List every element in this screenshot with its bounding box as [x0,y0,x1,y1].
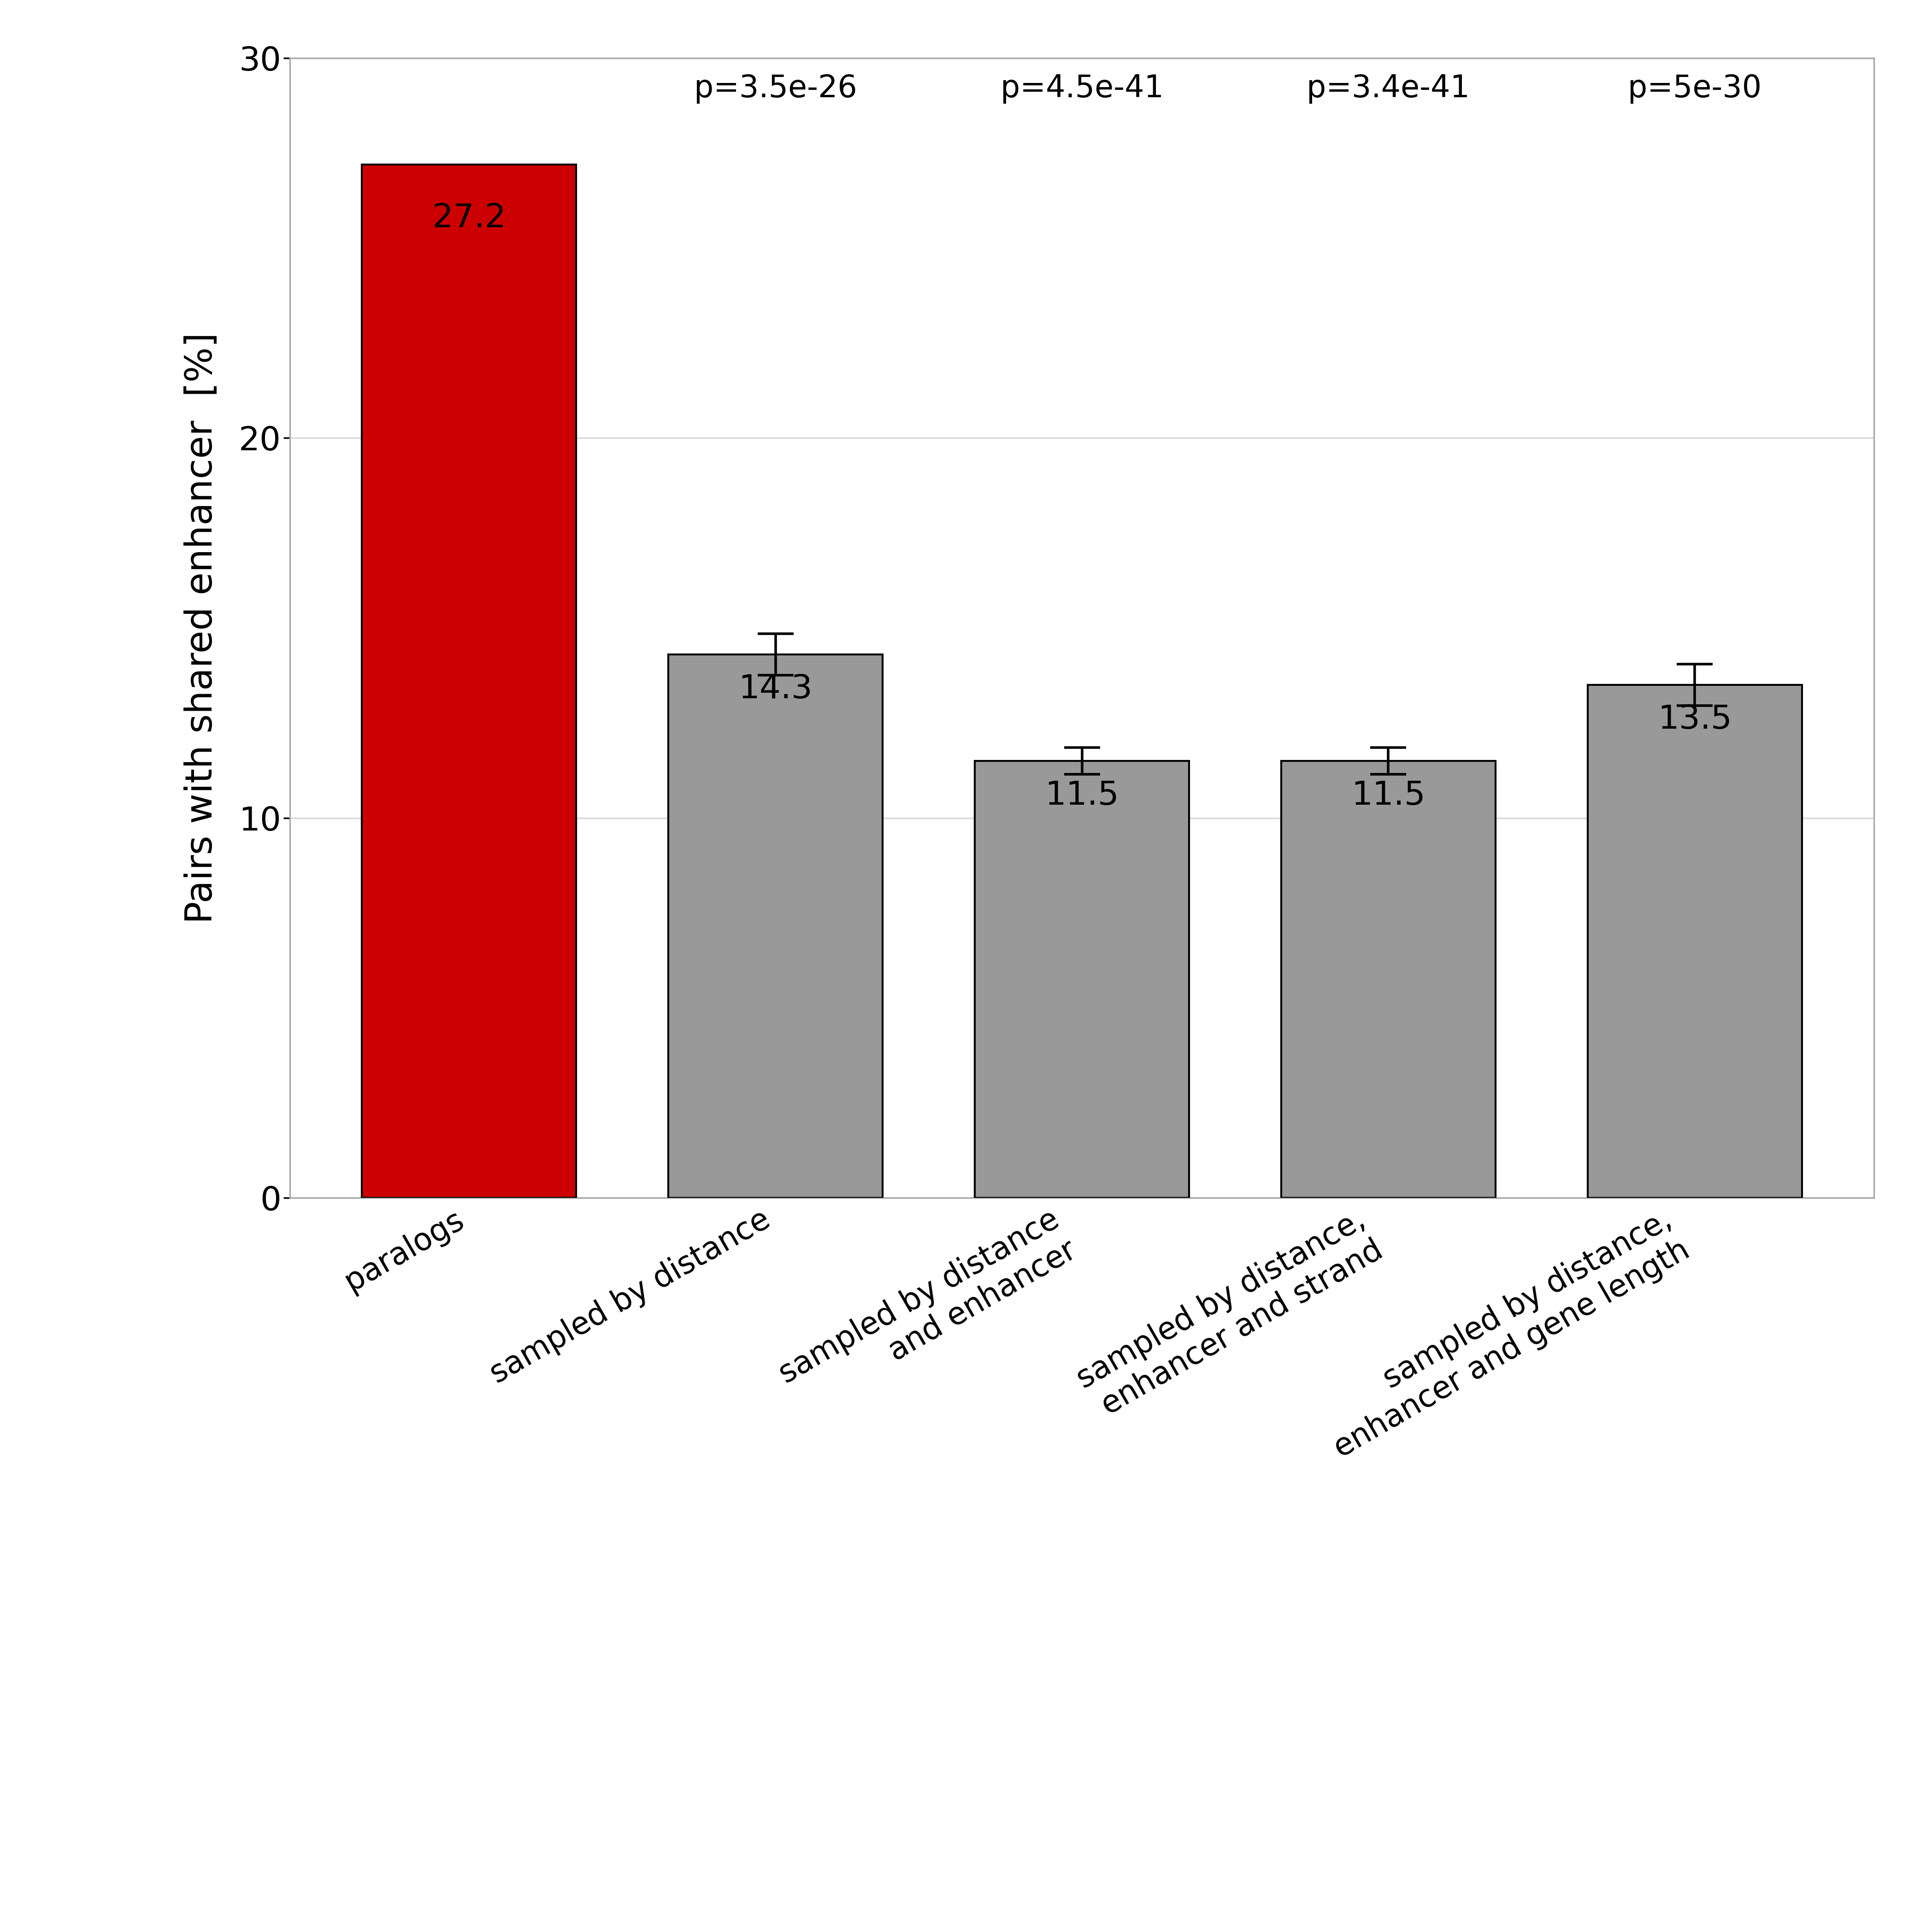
Bar [668,655,883,1198]
Y-axis label: Pairs with shared enhancer  [%]: Pairs with shared enhancer [%] [184,332,220,923]
Text: 11.5: 11.5 [1045,781,1119,811]
Bar [1281,761,1495,1198]
Text: 13.5: 13.5 [1658,703,1731,736]
Text: p=5e-30: p=5e-30 [1629,73,1762,104]
Text: p=3.4e-41: p=3.4e-41 [1306,73,1470,104]
Bar [1588,686,1803,1198]
Text: 14.3: 14.3 [738,674,813,705]
Text: 11.5: 11.5 [1350,781,1426,811]
Text: p=3.5e-26: p=3.5e-26 [694,73,858,104]
Text: 27.2: 27.2 [433,203,506,234]
Bar [974,761,1190,1198]
Text: p=4.5e-41: p=4.5e-41 [1001,73,1163,104]
Bar [361,164,576,1198]
